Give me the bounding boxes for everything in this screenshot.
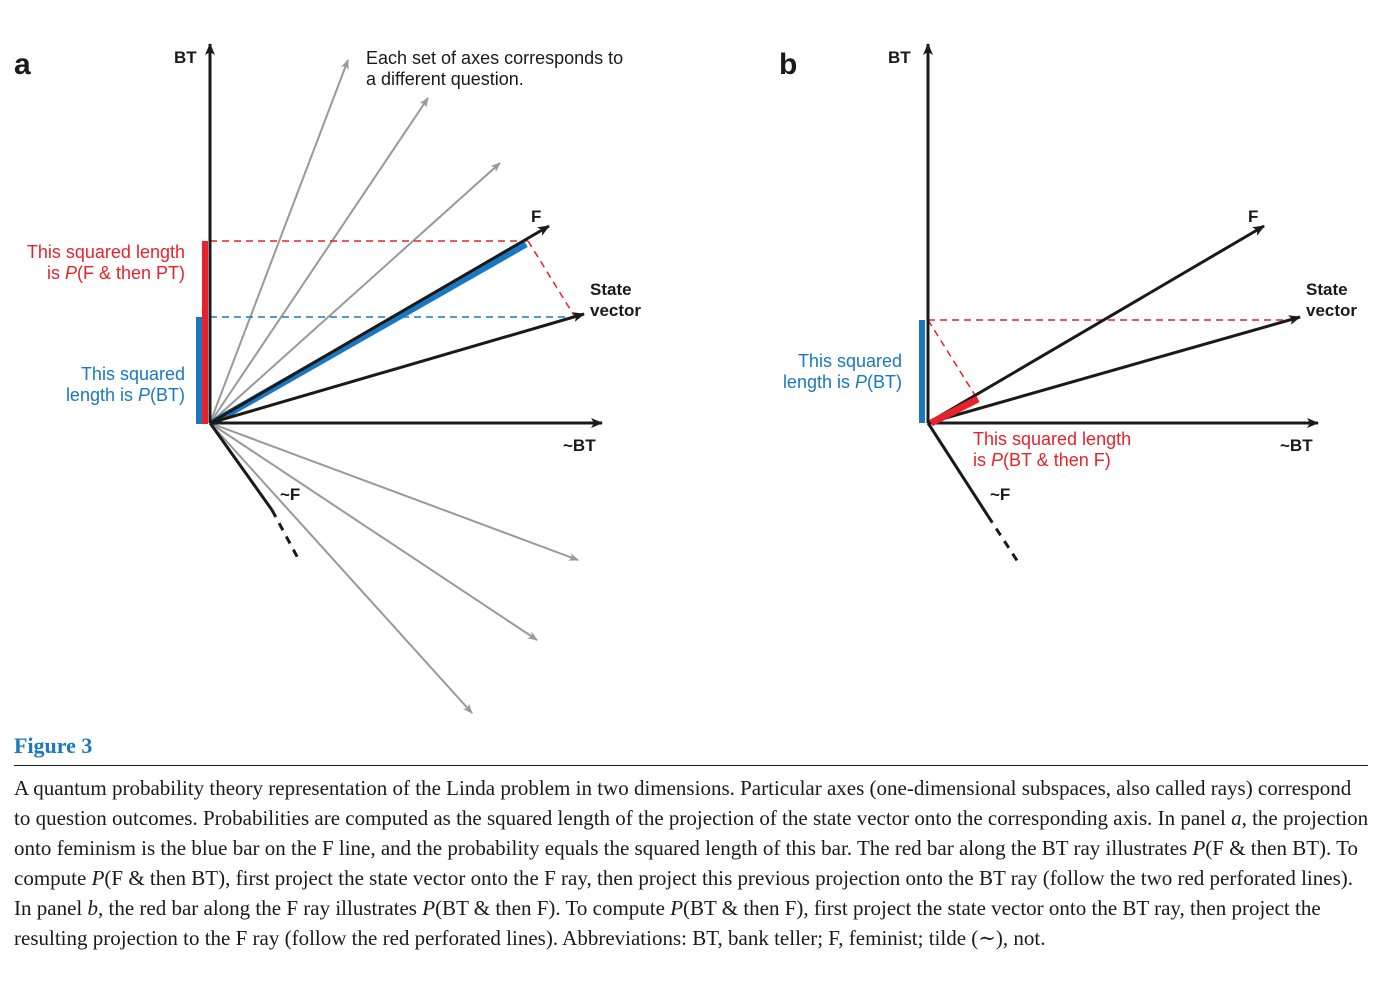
alternative-rays (209, 59, 579, 714)
not-f-axis-dashed (270, 509, 302, 563)
blue-bar-bt (196, 317, 202, 424)
blue-label-b-2: length is P(BT) (783, 372, 902, 392)
f-label-a: F (531, 207, 541, 226)
red-dashed-projection (527, 240, 576, 318)
not-f-axis-b (926, 422, 990, 517)
caption-italic: P (670, 896, 684, 920)
blue-label-a-2: length is P(BT) (66, 385, 185, 405)
gray-ray-3 (209, 162, 501, 424)
not-bt-label-b: ~BT (1280, 436, 1313, 455)
red-projection-bar-on-f (929, 395, 980, 427)
state-label-b-1: State (1306, 280, 1348, 299)
red-label-b-2: is P(BT & then F) (973, 450, 1111, 470)
note-line-2: a different question. (366, 69, 524, 89)
not-f-axis (208, 422, 274, 511)
red-label-a-1: This squared length (27, 242, 185, 262)
caption-segment: (F & then BT). To compute (14, 836, 1359, 890)
caption-italic: P (91, 866, 105, 890)
caption-segment: (BT & then F), first project the state v… (14, 896, 1321, 950)
gray-ray-1 (209, 59, 349, 424)
state-label-a-2: vector (590, 301, 641, 320)
blue-label-b-1: This squared (798, 351, 902, 371)
state-label-b-2: vector (1306, 301, 1357, 320)
caption-divider (14, 765, 1368, 766)
panel-a-letter: a (14, 48, 31, 81)
caption-italic: b (87, 896, 98, 920)
caption-segment: , the projection onto feminism is the bl… (14, 806, 1369, 860)
caption-italic: a (1231, 806, 1242, 830)
gray-ray-5 (209, 422, 538, 641)
not-bt-label-a: ~BT (563, 436, 596, 455)
state-label-a-1: State (590, 280, 632, 299)
note-line-1: Each set of axes corresponds to (366, 48, 623, 68)
bt-label-b: BT (888, 48, 911, 67)
caption-segment: (BT & then F). To compute (435, 896, 671, 920)
panel-a: a BT ~BT F ~F State vector (14, 43, 641, 714)
not-f-axis-b-dashed (986, 515, 1020, 563)
red-label-b-1: This squared length (973, 429, 1131, 449)
gray-ray-2 (209, 97, 429, 424)
caption-italic: P (422, 896, 436, 920)
not-f-label-b: ~F (990, 485, 1010, 504)
gray-ray-6 (209, 422, 473, 714)
bt-label-a: BT (174, 48, 197, 67)
state-vector-b (927, 315, 1301, 425)
caption-segment: , the red bar along the F ray illustrate… (97, 896, 423, 920)
red-bar-bt (202, 241, 208, 424)
f-label-b: F (1248, 207, 1258, 226)
caption-text: A quantum probability theory representat… (14, 773, 1370, 953)
figure-diagram: a BT ~BT F ~F State vector (14, 43, 1357, 714)
caption-title: Figure 3 (14, 733, 93, 758)
blue-bar-bt-b (919, 320, 925, 423)
blue-projection-bar-on-f (210, 240, 528, 427)
not-f-label-a: ~F (280, 485, 300, 504)
red-dashed-projection-b (927, 319, 979, 401)
f-axis (209, 224, 550, 425)
panel-b: b BT ~BT F ~F State vector This squared … (779, 43, 1357, 563)
caption-segment: A quantum probability theory representat… (14, 776, 1352, 830)
caption-italic: P (1192, 836, 1206, 860)
red-label-a-2: is P(F & then PT) (47, 263, 185, 283)
f-axis-b (927, 224, 1265, 425)
caption-segment: (F & then BT), first project the state v… (14, 866, 1353, 920)
state-vector (209, 312, 585, 425)
blue-label-a-1: This squared (81, 364, 185, 384)
gray-ray-4 (209, 422, 579, 561)
panel-b-letter: b (779, 48, 797, 81)
